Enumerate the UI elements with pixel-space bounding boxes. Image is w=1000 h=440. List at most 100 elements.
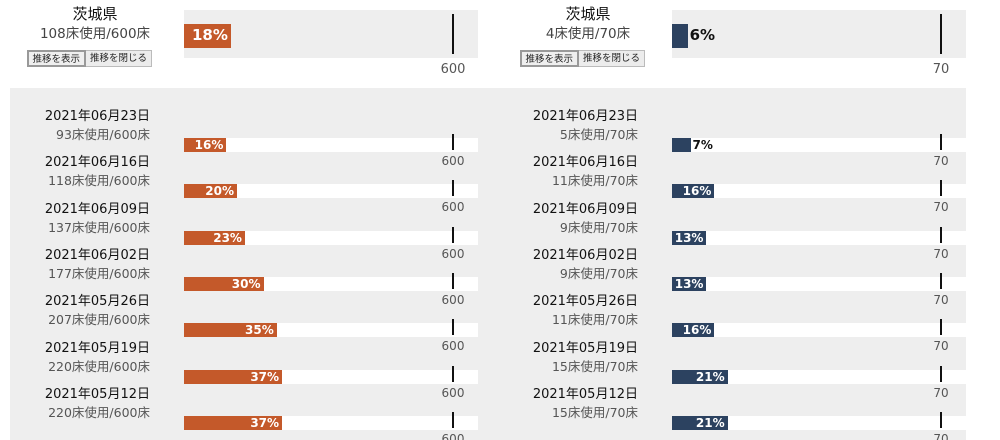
row-date: 2021年06月02日 — [44, 247, 150, 263]
row-bar-track: 35% 600 — [184, 319, 478, 353]
row-capacity-label: 600 — [441, 200, 465, 215]
row-capacity-tick — [452, 134, 454, 150]
row-bar-fill — [672, 323, 715, 338]
row-bed-usage: 5床使用/70床 — [559, 127, 638, 142]
row-capacity-label: 70 — [933, 292, 949, 307]
row-bar-track: 16% 600 — [184, 134, 478, 168]
bed-usage: 4床使用/70床 — [545, 26, 631, 42]
row-bar-track: 16% 70 — [672, 319, 966, 353]
row-percent-label: 16% — [682, 184, 712, 199]
row-bar-fill — [672, 369, 728, 384]
row-capacity-tick — [940, 319, 942, 336]
row-percent-label: 30% — [231, 276, 261, 291]
summary-bar-track: 18% — [184, 10, 478, 58]
row-capacity-label: 70 — [933, 431, 949, 440]
row-bar-fill — [672, 276, 707, 291]
row-percent-label: 21% — [695, 415, 725, 430]
row-percent-label: 20% — [205, 184, 234, 199]
row-percent-label: 37% — [250, 369, 280, 384]
row-bed-usage: 220床使用/600床 — [48, 404, 150, 420]
row-bar-fill — [184, 369, 283, 384]
row-date: 2021年06月16日 — [44, 155, 150, 171]
row-bar-track: 37% 600 — [184, 411, 478, 440]
row-percent-label: 7% — [692, 138, 713, 152]
history-row: 2021年06月09日 9床使用/70床 13% 70 — [488, 201, 966, 261]
row-bed-usage: 93床使用/600床 — [56, 127, 150, 142]
prefecture-name: 茨城県 — [72, 5, 118, 23]
row-capacity-label: 600 — [441, 292, 465, 307]
show-history-button[interactable]: 推移を表示 — [26, 50, 87, 67]
row-capacity-label: 600 — [441, 246, 465, 261]
row-bed-usage: 118床使用/600床 — [48, 173, 150, 189]
row-bed-usage: 9床使用/70床 — [559, 219, 638, 235]
summary-percent-label: 6% — [689, 26, 716, 44]
row-date: 2021年06月09日 — [44, 201, 150, 217]
history-row: 2021年05月12日 15床使用/70床 21% 70 — [488, 386, 966, 440]
hide-history-button[interactable]: 推移を閉じる — [579, 50, 646, 67]
prefecture-name: 茨城県 — [565, 5, 611, 23]
row-bed-usage: 11床使用/70床 — [551, 312, 638, 328]
history-row: 2021年06月16日 118床使用/600床 20% 600 — [10, 154, 488, 214]
row-capacity-label: 600 — [441, 154, 465, 168]
history-row: 2021年05月26日 207床使用/600床 35% 600 — [10, 293, 488, 353]
history-row: 2021年05月19日 15床使用/70床 21% 70 — [488, 340, 966, 400]
row-bed-usage: 11床使用/70床 — [551, 173, 638, 189]
row-capacity-tick — [940, 180, 942, 197]
history-row: 2021年06月23日 93床使用/600床 16% 600 — [10, 108, 488, 168]
row-bed-usage: 9床使用/70床 — [559, 265, 638, 281]
show-history-button[interactable]: 推移を表示 — [519, 50, 580, 67]
row-capacity-label: 70 — [933, 339, 949, 354]
history-row: 2021年06月09日 137床使用/600床 23% 600 — [10, 201, 488, 261]
row-bed-usage: 15床使用/70床 — [551, 404, 638, 420]
row-capacity-tick — [452, 226, 454, 243]
row-bar-track: 23% 600 — [184, 226, 478, 261]
row-bar-track: 37% 600 — [184, 365, 478, 400]
row-capacity-tick — [940, 226, 942, 243]
summary-percent-label: 18% — [192, 26, 228, 44]
row-bed-usage: 177床使用/600床 — [48, 265, 150, 281]
row-date: 2021年05月26日 — [44, 294, 150, 310]
summary-bar-track: 6% — [672, 10, 966, 58]
row-percent-label: 35% — [245, 323, 274, 338]
summary-bar-fill — [184, 24, 231, 48]
capacity-label: 70 — [932, 62, 950, 77]
row-date: 2021年05月19日 — [44, 340, 150, 356]
history-list: 2021年06月23日 5床使用/70床 7% 70 2021年06月16日 11床使用/… — [488, 88, 966, 440]
hide-history-button[interactable]: 推移を閉じる — [86, 50, 153, 67]
row-date: 2021年06月02日 — [532, 247, 638, 263]
row-bar-track: 16% 70 — [672, 180, 966, 214]
row-percent-label: 23% — [213, 230, 242, 245]
row-bed-usage: 220床使用/600床 — [48, 358, 150, 374]
row-date: 2021年05月19日 — [532, 340, 638, 356]
row-bar-fill — [184, 276, 264, 291]
summary-info: 茨城県 4床使用/70床 推移を表示 推移を閉じる — [513, 4, 663, 67]
row-bar-fill — [184, 230, 245, 245]
row-capacity-tick — [940, 411, 942, 428]
row-date: 2021年05月12日 — [44, 386, 150, 402]
row-percent-label: 21% — [695, 369, 725, 384]
row-capacity-label: 70 — [933, 246, 949, 261]
row-bar-fill — [672, 230, 707, 245]
row-date: 2021年06月16日 — [532, 155, 638, 171]
row-percent-label: 37% — [250, 415, 280, 430]
history-row: 2021年06月02日 177床使用/600床 30% 600 — [10, 247, 488, 307]
row-date: 2021年05月26日 — [532, 294, 638, 310]
row-capacity-label: 600 — [441, 431, 465, 440]
row-capacity-label: 70 — [933, 385, 949, 400]
history-row: 2021年06月16日 11床使用/70床 16% 70 — [488, 154, 966, 214]
history-row: 2021年06月23日 5床使用/70床 7% 70 — [488, 108, 966, 168]
row-capacity-tick — [940, 365, 942, 382]
row-capacity-label: 70 — [933, 154, 949, 168]
row-percent-label: 16% — [194, 138, 224, 152]
row-capacity-tick — [452, 180, 454, 197]
row-bar-track: 13% 70 — [672, 272, 966, 307]
row-bar-fill — [184, 415, 283, 430]
row-capacity-tick — [452, 272, 454, 289]
toggle-buttons: 推移を表示 推移を閉じる — [26, 50, 164, 67]
row-bar-track: 30% 600 — [184, 272, 478, 307]
row-capacity-label: 600 — [441, 385, 465, 400]
summary-bar-fill — [672, 24, 688, 48]
row-bar-fill — [184, 323, 277, 338]
row-bed-usage: 137床使用/600床 — [48, 219, 150, 235]
row-bed-usage: 15床使用/70床 — [551, 358, 638, 374]
